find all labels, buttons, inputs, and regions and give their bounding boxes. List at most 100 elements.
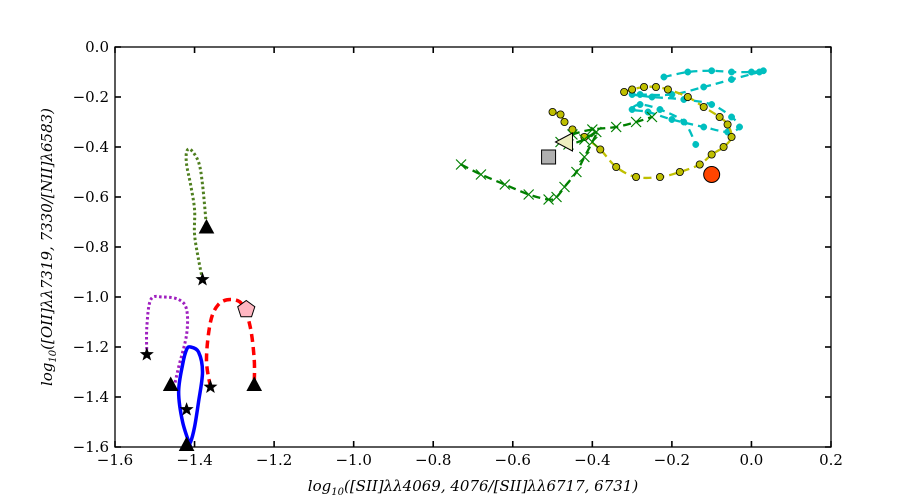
marker-square	[541, 149, 557, 165]
series-point	[728, 113, 736, 121]
series-point	[707, 150, 716, 159]
series-point	[708, 101, 716, 108]
series-point	[559, 181, 570, 193]
series-point	[656, 106, 664, 113]
series-point	[570, 166, 582, 178]
series-point	[700, 123, 708, 131]
series-point	[612, 162, 621, 171]
y-axis-label: log10([OII]λλ7319, 7330/[NII]λ6583)	[38, 108, 59, 386]
marker-star	[179, 402, 194, 416]
series-point	[644, 108, 652, 116]
series-point	[475, 169, 487, 180]
series-point	[548, 108, 557, 117]
plot-frame	[114, 46, 832, 448]
series-point	[663, 85, 672, 94]
x-tick-label: 0.2	[819, 451, 843, 469]
series-point	[646, 111, 658, 123]
series-line-5	[204, 297, 257, 388]
series-point	[655, 172, 664, 181]
x-tick-label: −0.6	[495, 451, 531, 469]
series-line-1	[552, 85, 733, 180]
marker-triangle	[246, 376, 263, 391]
series-point	[556, 110, 565, 119]
y-tick-label: −1.6	[73, 438, 109, 456]
marker-left-triangle	[554, 132, 573, 152]
series-point	[455, 159, 467, 170]
plot-area	[145, 67, 767, 447]
series-point	[620, 88, 629, 97]
series-point	[610, 121, 622, 133]
y-tick-label: −1.2	[73, 338, 109, 356]
series-point	[660, 73, 668, 81]
series-point	[628, 85, 637, 94]
series-point	[523, 189, 535, 200]
series-point	[630, 116, 642, 128]
series-point	[728, 76, 736, 83]
series-line-6	[176, 345, 205, 447]
series-point	[668, 91, 676, 98]
series-point	[695, 160, 704, 169]
series-point	[632, 172, 641, 181]
series-point	[648, 93, 656, 101]
series-point	[551, 191, 562, 203]
series-line-0	[630, 69, 766, 146]
series-point	[699, 103, 708, 112]
series-point	[719, 142, 728, 151]
series-point	[543, 194, 555, 205]
series-point	[651, 83, 660, 92]
series-line-3	[184, 147, 208, 280]
series-point	[586, 124, 598, 135]
y-tick-label: −1.4	[73, 388, 109, 406]
series-point	[683, 93, 692, 102]
x-tick-label: −0.8	[415, 451, 451, 469]
series-point	[499, 179, 511, 190]
series-point	[755, 68, 763, 76]
series-point	[747, 68, 755, 76]
marker-pentagon	[237, 299, 256, 318]
marker-star	[203, 379, 218, 393]
x-tick-label: −0.2	[654, 451, 690, 469]
series-point	[723, 120, 732, 129]
y-tick-label: −1.0	[73, 288, 109, 306]
x-tick-label: −0.4	[574, 451, 610, 469]
series-point	[715, 113, 724, 122]
series-point	[578, 151, 590, 163]
series-point	[684, 68, 692, 76]
series-point	[708, 67, 716, 75]
marker-triangle	[198, 218, 215, 234]
marker-triangle	[178, 436, 195, 451]
series-point	[736, 123, 743, 131]
series-point	[668, 116, 676, 123]
series-point	[586, 136, 598, 148]
marker-star	[195, 272, 210, 286]
marker-triangle	[162, 376, 179, 391]
series-point	[692, 141, 700, 148]
y-tick-label: 0.0	[85, 38, 109, 56]
series-point	[640, 83, 649, 92]
series-point	[680, 118, 688, 126]
y-tick-label: −0.6	[73, 188, 109, 206]
y-tick-label: −0.8	[73, 238, 109, 256]
marker-star	[139, 347, 154, 361]
series-point	[560, 118, 569, 127]
series-point	[628, 106, 636, 113]
x-tick-label: −1.2	[256, 451, 292, 469]
series-point	[578, 134, 590, 145]
x-tick-label: −1.6	[97, 451, 133, 469]
series-line-2	[460, 115, 653, 201]
series-point	[675, 167, 684, 176]
marker-circle	[703, 166, 721, 183]
y-tick-label: −0.2	[73, 88, 109, 106]
series-point	[727, 132, 736, 141]
x-tick-label: −1.0	[335, 451, 371, 469]
series-point	[728, 68, 736, 76]
series-point	[636, 101, 644, 108]
x-axis-label: log10([SII]λλ4069, 4076/[SII]λλ6717, 673…	[308, 477, 639, 497]
series-point	[636, 91, 644, 98]
y-tick-label: −0.4	[73, 138, 109, 156]
series-line-4	[145, 294, 190, 385]
series-point	[700, 83, 708, 91]
x-tick-label: 0.0	[740, 451, 764, 469]
